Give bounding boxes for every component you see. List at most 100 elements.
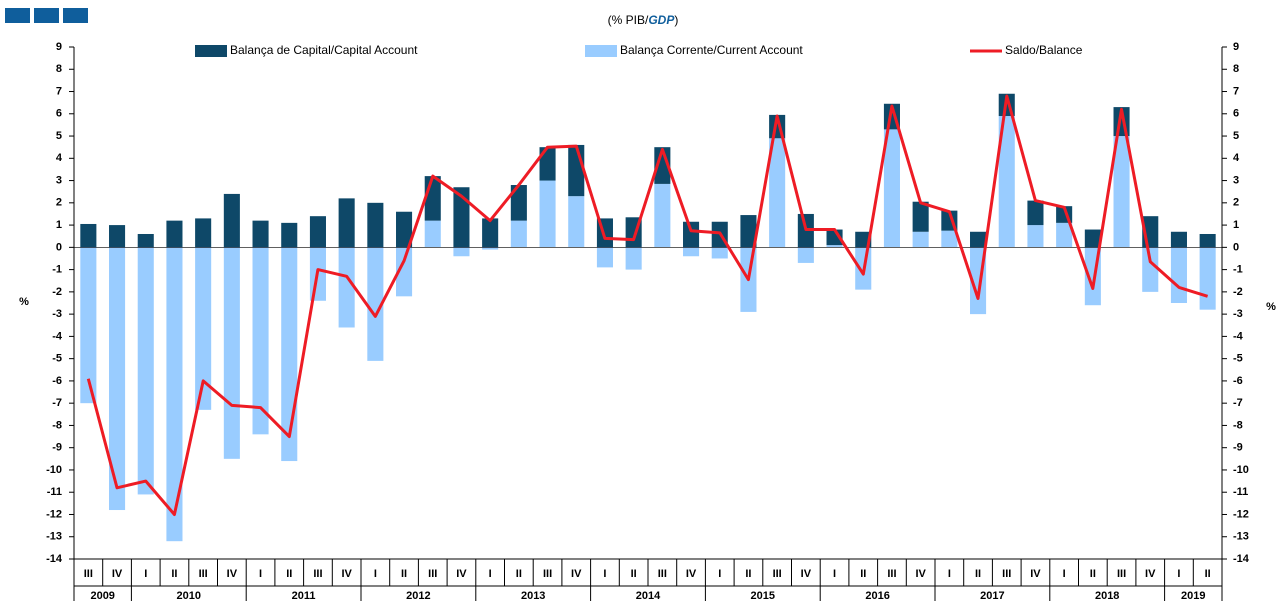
y2-tick-label: 9 bbox=[1233, 41, 1239, 53]
bar bbox=[453, 187, 470, 248]
title-part: ) bbox=[674, 13, 678, 27]
bar bbox=[424, 220, 441, 248]
x-tick-label: I bbox=[259, 568, 262, 580]
x-tick-label: I bbox=[1063, 568, 1066, 580]
logo-block bbox=[5, 8, 30, 23]
y-axis-label: % bbox=[19, 296, 29, 308]
year-label: 2011 bbox=[292, 590, 316, 601]
y2-tick-label: -6 bbox=[1233, 375, 1243, 387]
bar bbox=[166, 247, 183, 542]
legend-label: Saldo/Balance bbox=[1005, 43, 1083, 57]
y-tick-label: 0 bbox=[56, 241, 62, 253]
y-tick-label: 7 bbox=[56, 85, 62, 97]
y-tick-label: 5 bbox=[56, 130, 62, 142]
year-label: 2010 bbox=[177, 590, 201, 601]
bar bbox=[1170, 231, 1187, 248]
x-tick-label: III bbox=[1002, 568, 1011, 580]
bar bbox=[970, 231, 987, 248]
bar bbox=[1084, 229, 1101, 248]
bar bbox=[510, 220, 527, 248]
bar bbox=[998, 116, 1015, 248]
bar bbox=[568, 196, 585, 248]
line-series bbox=[86, 94, 1209, 516]
y2-axis-label: % bbox=[1266, 301, 1276, 313]
y-tick-label: -9 bbox=[52, 442, 62, 454]
bar bbox=[510, 185, 527, 221]
legend-swatch bbox=[195, 45, 227, 57]
y-tick-label: 6 bbox=[56, 108, 62, 120]
y2-tick-label: 6 bbox=[1233, 108, 1239, 120]
year-label: 2016 bbox=[865, 590, 889, 601]
y-tick-label: 1 bbox=[56, 219, 62, 231]
bar bbox=[367, 202, 384, 248]
bar bbox=[912, 231, 929, 248]
bar bbox=[309, 216, 326, 248]
bar bbox=[137, 233, 154, 248]
year-label: 2019 bbox=[1181, 590, 1205, 601]
bar bbox=[1027, 225, 1044, 248]
bar bbox=[1142, 247, 1159, 292]
x-tick-label: III bbox=[84, 568, 93, 580]
y2-tick-label: -2 bbox=[1233, 286, 1243, 298]
x-tick-label: IV bbox=[915, 568, 926, 580]
y2-tick-label: 1 bbox=[1233, 219, 1239, 231]
title-part: (% PIB/ bbox=[608, 13, 649, 27]
bar bbox=[769, 138, 786, 248]
bar bbox=[1170, 247, 1187, 303]
y-tick-label: -1 bbox=[52, 264, 62, 276]
bar bbox=[683, 221, 700, 248]
bar bbox=[1027, 200, 1044, 226]
bar bbox=[482, 218, 499, 248]
bar bbox=[740, 215, 757, 248]
x-tick-label: II bbox=[1090, 568, 1096, 580]
bar bbox=[195, 247, 212, 410]
y2-tick-label: 3 bbox=[1233, 174, 1239, 186]
bar bbox=[396, 211, 413, 248]
bar bbox=[137, 247, 154, 495]
x-tick-label: III bbox=[887, 568, 896, 580]
y2-tick-label: -9 bbox=[1233, 442, 1243, 454]
bar bbox=[826, 245, 843, 248]
bar bbox=[1113, 136, 1130, 248]
y-tick-label: -5 bbox=[52, 353, 62, 365]
bar bbox=[941, 230, 958, 248]
y-tick-label: -12 bbox=[46, 508, 62, 520]
x-tick-label: I bbox=[603, 568, 606, 580]
bar bbox=[109, 225, 126, 248]
x-tick-label: IV bbox=[456, 568, 467, 580]
x-tick-label: IV bbox=[227, 568, 238, 580]
y-tick-label: 8 bbox=[56, 63, 62, 75]
x-tick-label: IV bbox=[1030, 568, 1041, 580]
x-tick-label: I bbox=[144, 568, 147, 580]
y-tick-label: -2 bbox=[52, 286, 62, 298]
logo-block bbox=[63, 8, 88, 23]
bar bbox=[252, 220, 269, 248]
bar bbox=[883, 129, 900, 248]
x-tick-label: II bbox=[401, 568, 407, 580]
bar bbox=[338, 247, 355, 328]
bar bbox=[711, 247, 728, 259]
bar bbox=[80, 223, 97, 248]
x-tick-label: III bbox=[543, 568, 552, 580]
bar bbox=[223, 193, 240, 248]
y2-tick-label: -5 bbox=[1233, 353, 1243, 365]
x-tick-label: IV bbox=[1145, 568, 1156, 580]
y2-tick-label: -7 bbox=[1233, 397, 1243, 409]
bar bbox=[338, 198, 355, 248]
x-tick-label: II bbox=[745, 568, 751, 580]
x-tick-label: III bbox=[658, 568, 667, 580]
bar bbox=[568, 144, 585, 197]
bar bbox=[596, 247, 613, 268]
x-tick-label: I bbox=[489, 568, 492, 580]
y2-tick-label: -4 bbox=[1233, 330, 1244, 342]
bar bbox=[396, 247, 413, 297]
x-tick-label: IV bbox=[801, 568, 812, 580]
y2-tick-label: -10 bbox=[1233, 464, 1249, 476]
x-tick-label: II bbox=[171, 568, 177, 580]
y2-tick-label: 8 bbox=[1233, 63, 1239, 75]
year-label: 2018 bbox=[1095, 590, 1119, 601]
bar bbox=[223, 247, 240, 459]
y2-tick-label: -14 bbox=[1233, 553, 1250, 565]
bar bbox=[424, 176, 441, 221]
